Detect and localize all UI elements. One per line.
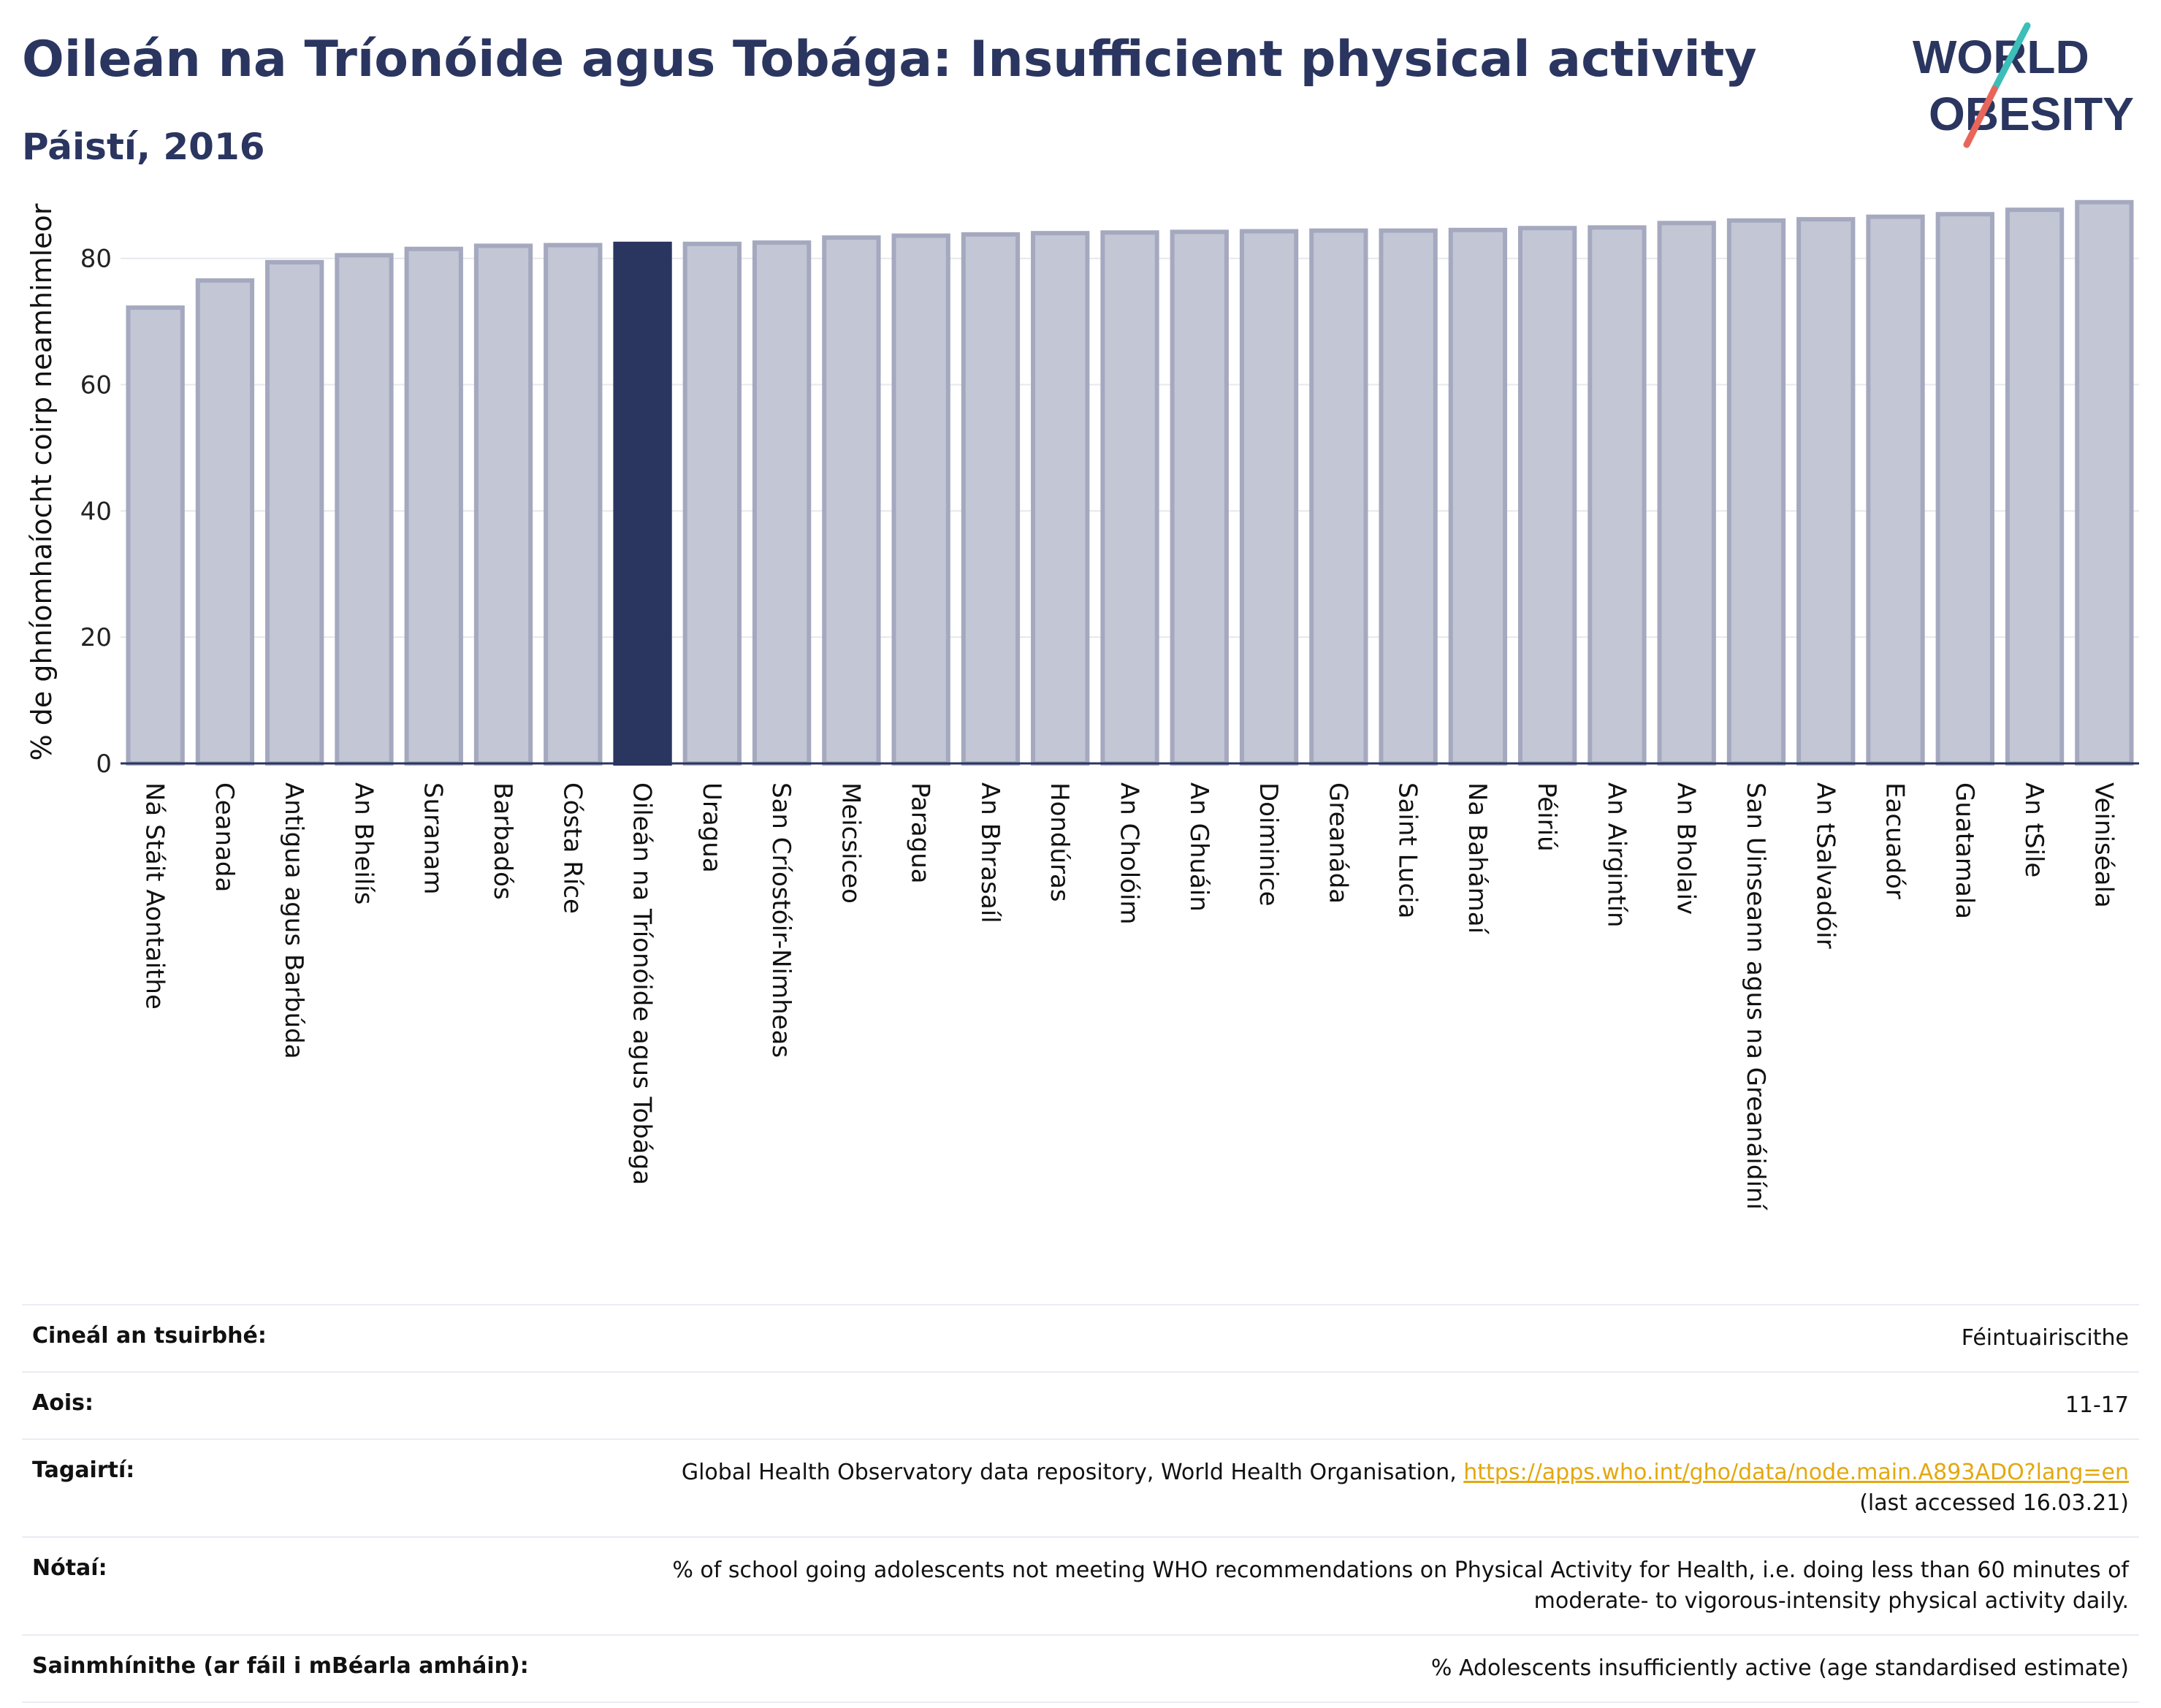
y-axis-label: % de ghníomhaíocht coirp neamhimleor xyxy=(26,203,58,760)
info-row-age: Aois: 11-17 xyxy=(22,1373,2139,1440)
x-tick-label: Saint Lucia xyxy=(1393,782,1422,918)
x-tick-label: Hondúras xyxy=(1045,782,1074,902)
info-row-survey-type: Cineál an tsuirbhé: Féintuairiscithe xyxy=(22,1305,2139,1373)
info-row-definitions: Sainmhínithe (ar fáil i mBéarla amháin):… xyxy=(22,1636,2139,1703)
x-tick-label: An Airgintín xyxy=(1601,782,1631,928)
info-row-notes: Nótaí: % of school going adolescents not… xyxy=(22,1538,2139,1636)
chart-title: Oileán na Tríonóide agus Tobága: Insuffi… xyxy=(22,31,1757,88)
bar xyxy=(335,253,394,766)
x-tick-label: An Bheilís xyxy=(348,782,378,904)
bar xyxy=(1796,217,1856,766)
x-tick-label: Barbadós xyxy=(488,782,517,900)
logo-line-2: OBESITY xyxy=(1929,88,2134,140)
y-tick-label: 60 xyxy=(80,371,112,400)
y-tick-label: 40 xyxy=(80,497,112,526)
x-tick-label: Eacuadór xyxy=(1880,782,1910,899)
x-tick-label: Meicsiceo xyxy=(836,782,865,904)
bar-chart: 0 20 40 60 80 Ná Stáit Aontaithe Ceanada Antig… xyxy=(26,199,2139,1211)
x-tick-label: Cósta Ríce xyxy=(557,782,587,914)
chart-subtitle: Páistí, 2016 xyxy=(22,126,265,168)
x-ticks: Ná Stáit Aontaithe Ceanada Antigua agus Ba… xyxy=(140,782,2119,1211)
x-tick-label: An tSalvadóir xyxy=(1810,782,1840,949)
references-accessed: (last accessed 16.03.21) xyxy=(1859,1490,2129,1516)
logo-stroke-teal xyxy=(1991,22,2031,93)
bar xyxy=(1517,226,1577,766)
x-tick-label: San Críostóir-Nimheas xyxy=(766,782,796,1058)
references-value: Global Health Observatory data repositor… xyxy=(682,1457,2129,1519)
x-tick-label: Guatamala xyxy=(1950,782,1979,919)
age-label: Aois: xyxy=(32,1390,94,1416)
x-tick-label: Greanáda xyxy=(1323,782,1352,904)
bar xyxy=(1657,221,1716,766)
x-tick-label: Oileán na Tríonóide agus Tobága xyxy=(628,782,657,1185)
bar xyxy=(1100,230,1159,766)
x-tick-label: San Uinseann agus na Greanáidíní xyxy=(1741,782,1770,1211)
y-ticks: 0 20 40 60 80 xyxy=(80,245,112,779)
survey-type-value: Féintuairiscithe xyxy=(1961,1325,2129,1351)
info-row-references: Tagairtí: Global Health Observatory data… xyxy=(22,1440,2139,1538)
references-link[interactable]: https://apps.who.int/gho/data/node.main.… xyxy=(1463,1460,2129,1485)
bar xyxy=(1170,229,1229,766)
references-text: Global Health Observatory data repositor… xyxy=(681,1460,1464,1485)
bar xyxy=(961,232,1021,766)
x-tick-label: Ceanada xyxy=(210,782,239,892)
bar xyxy=(1239,229,1299,766)
x-tick-label: Ná Stáit Aontaithe xyxy=(140,782,169,1010)
x-tick-label: An Cholóim xyxy=(1115,782,1144,925)
x-tick-label: Na Bahámaí xyxy=(1463,782,1492,935)
bar xyxy=(544,243,603,766)
bar xyxy=(473,243,533,766)
definitions-label: Sainmhínithe (ar fáil i mBéarla amháin): xyxy=(32,1653,529,1679)
bar xyxy=(613,241,672,766)
notes-label: Nótaí: xyxy=(32,1555,107,1581)
bar xyxy=(1448,227,1508,766)
bar xyxy=(682,241,742,766)
age-value: 11-17 xyxy=(2065,1392,2129,1418)
x-tick-label: An Ghuáin xyxy=(1184,782,1213,912)
x-tick-label: Péiriú xyxy=(1532,782,1561,852)
y-tick-label: 80 xyxy=(80,245,112,274)
bar xyxy=(195,278,255,766)
bar xyxy=(1935,212,1994,766)
bar xyxy=(1309,228,1368,766)
bar xyxy=(126,305,185,766)
y-tick-label: 20 xyxy=(80,623,112,652)
notes-line-2: moderate- to vigorous-intensity physical… xyxy=(1533,1588,2129,1614)
bars xyxy=(126,199,2134,766)
x-tick-label: An Bholaiv xyxy=(1672,782,1701,915)
survey-type-label: Cineál an tsuirbhé: xyxy=(32,1323,267,1349)
x-tick-label: An Bhrasaíl xyxy=(975,782,1005,923)
x-tick-label: Doiminice xyxy=(1254,782,1283,907)
x-tick-label: Antigua agus Barbúda xyxy=(279,782,308,1059)
x-tick-label: Veiniséala xyxy=(2089,782,2118,908)
x-tick-label: Uragua xyxy=(697,782,726,873)
y-tick-label: 0 xyxy=(96,750,112,779)
definitions-value: % Adolescents insufficiently active (age… xyxy=(1430,1655,2129,1681)
bar xyxy=(1726,218,1786,766)
bar xyxy=(2005,207,2065,766)
x-tick-label: An tSile xyxy=(2019,782,2048,877)
world-obesity-logo: WORLD OBESITY xyxy=(1913,22,2134,148)
bar xyxy=(1588,225,1647,766)
bar xyxy=(404,246,463,766)
bar xyxy=(1031,231,1090,766)
bar xyxy=(822,235,881,766)
references-label: Tagairtí: xyxy=(32,1457,135,1483)
bar xyxy=(1866,214,1925,766)
notes-value: % of school going adolescents not meetin… xyxy=(672,1555,2129,1617)
x-tick-label: Paragua xyxy=(906,782,935,884)
bar xyxy=(891,233,950,766)
bar xyxy=(265,259,324,766)
bar xyxy=(1379,228,1438,766)
info-table: Cineál an tsuirbhé: Féintuairiscithe Aoi… xyxy=(22,1304,2139,1703)
bar xyxy=(752,240,812,766)
bar xyxy=(2075,199,2134,766)
logo-stroke-red xyxy=(1963,85,1998,148)
x-tick-label: Suranam xyxy=(419,782,448,894)
notes-line-1: % of school going adolescents not meetin… xyxy=(672,1558,2129,1583)
